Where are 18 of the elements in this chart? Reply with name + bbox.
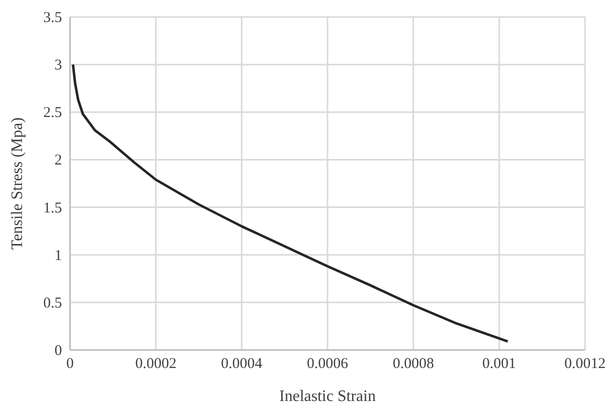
y-tick-label: 1.5 [43,200,62,216]
y-axis-title: Tensile Stress (Mpa) [9,117,26,250]
y-tick-label: 2 [54,152,62,169]
x-tick-label: 0.0002 [135,356,176,372]
y-tick-label: 3 [54,58,62,74]
x-tick-label: 0.0012 [564,356,606,372]
x-tick-label: 0.0008 [392,356,434,372]
x-tick-label: 0.0004 [221,356,263,372]
y-tick-label: 0 [54,343,62,359]
x-axis-title: Inelastic Strain [279,388,376,405]
line-series [72,63,509,343]
x-tick-label: 0 [66,356,74,372]
y-tick-label: 0.5 [43,295,62,312]
y-tick-label: 1 [54,248,62,264]
x-tick-label: 0.0006 [306,356,349,372]
y-tick-label: 2.5 [43,105,62,122]
y-tick-label: 3.5 [43,10,62,26]
x-tick-label: 0.001 [482,356,516,372]
